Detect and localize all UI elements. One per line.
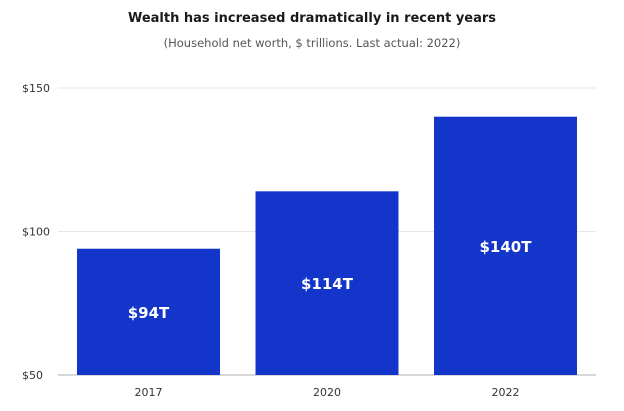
x-tick-label-2022: 2022	[492, 386, 520, 399]
chart-title: Wealth has increased dramatically in rec…	[127, 11, 497, 26]
chart-subtitle: (Household net worth, $ trillions. Last …	[163, 36, 461, 50]
x-tick-label-2017: 2017	[135, 386, 163, 399]
bar-2022	[434, 116, 577, 375]
data-label-2022: $140T	[480, 238, 533, 256]
bar-2020	[255, 191, 399, 375]
x-tick-label-2020: 2020	[313, 386, 341, 399]
data-label-2017: $94T	[128, 304, 170, 322]
data-label-2020: $114T	[301, 275, 354, 293]
y-tick-label-150: $150	[22, 82, 50, 95]
y-tick-label-50: $50	[22, 369, 43, 382]
bar-2017	[77, 248, 220, 375]
y-tick-label-100: $100	[22, 226, 50, 239]
